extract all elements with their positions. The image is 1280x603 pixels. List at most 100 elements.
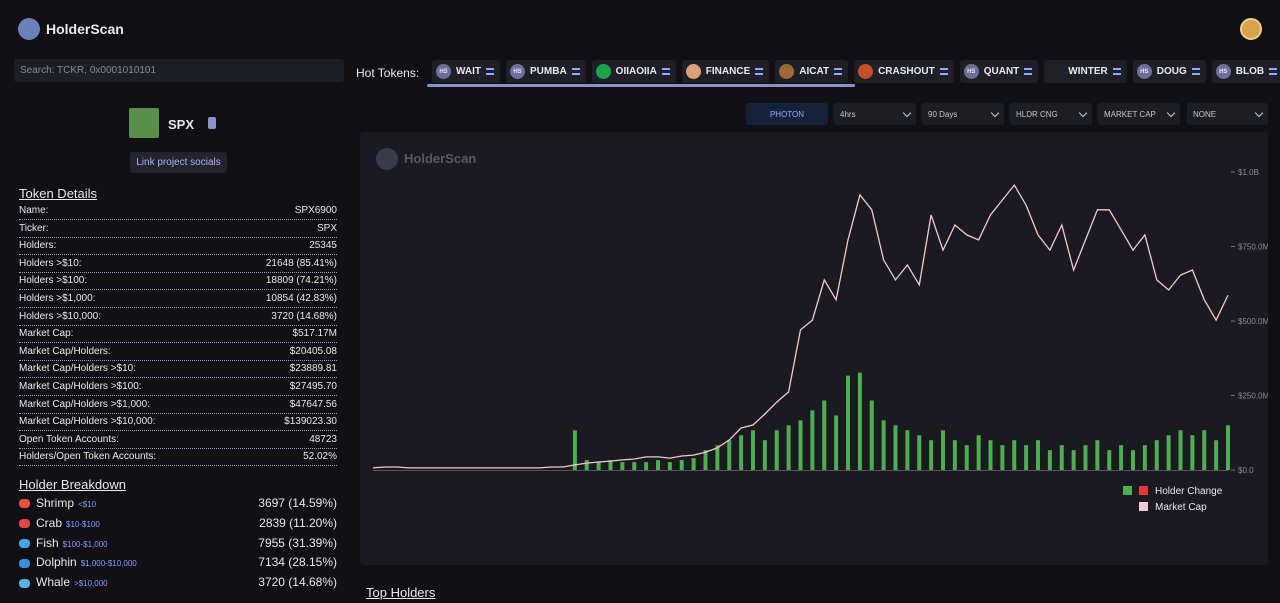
bar	[893, 425, 898, 470]
dropdown[interactable]: HLDR CNG	[1010, 103, 1092, 125]
dropdown[interactable]: 90 Days	[922, 103, 1004, 125]
bar	[608, 460, 613, 470]
bar	[869, 400, 874, 470]
detail-value: $47647.56	[289, 398, 337, 410]
token-icon	[1048, 64, 1064, 79]
detail-label: Holders/Open Token Accounts:	[19, 451, 157, 463]
bar	[929, 440, 934, 470]
chart-panel: HolderScan $0.0 $250.0M $500.0M $750.0M $1.0…	[360, 132, 1269, 565]
token-badge: HS	[510, 64, 525, 79]
bar	[905, 430, 910, 470]
bar	[644, 462, 649, 470]
token-pill[interactable]: HS PUMBA	[506, 60, 586, 83]
token-name: AICAT	[799, 66, 830, 77]
avatar[interactable]	[1240, 18, 1262, 40]
bar	[1190, 435, 1195, 470]
scrollbar[interactable]	[427, 84, 855, 87]
bar	[1012, 440, 1017, 470]
detail-label: Market Cap/Holders:	[19, 345, 111, 357]
token-badge: HS	[963, 64, 979, 79]
photon-button[interactable]: PHOTON	[746, 103, 828, 125]
detail-row: Ticker: SPX	[19, 223, 337, 238]
y-tick-label: $1.0B	[1238, 168, 1259, 177]
bar	[679, 460, 684, 470]
breakdown-value: 2839 (11.20%)	[259, 515, 337, 530]
token-pill[interactable]: HS BLOB	[1211, 60, 1280, 83]
breakdown-name-group: Whale >$10,000	[19, 575, 108, 589]
detail-row: Market Cap/Holders: $20405.08	[19, 346, 337, 361]
link-socials-button[interactable]: Link project socials	[130, 152, 227, 173]
detail-value: 18809 (74.21%)	[265, 275, 337, 287]
detail-row: Market Cap/Holders >$100: $27495.70	[19, 381, 337, 396]
bar	[1131, 450, 1135, 470]
dropdown[interactable]: 4hrs	[834, 103, 916, 125]
detail-value: $517.17M	[292, 328, 337, 340]
breakdown-name-group: Shrimp <$10	[19, 496, 96, 510]
token-pill[interactable]: OIIAOIIA	[591, 60, 676, 83]
bar	[822, 400, 827, 470]
bar	[1178, 430, 1183, 470]
token-icon	[595, 64, 611, 79]
bar	[572, 430, 577, 470]
menu-icon	[834, 68, 843, 75]
menu-icon	[661, 68, 670, 75]
bar	[964, 445, 969, 470]
token-pill[interactable]: FINANCE	[681, 60, 770, 83]
bar	[798, 420, 803, 470]
detail-value: 48723	[309, 433, 337, 445]
breakdown-row: Whale >$10,000 3720 (14.68%)	[19, 575, 337, 589]
breakdown-name-group: Fish $100-$1,000	[19, 536, 108, 550]
detail-label: Market Cap/Holders >$1,000:	[19, 398, 150, 410]
logo-text: HolderScan	[46, 21, 124, 37]
logo-icon	[18, 18, 40, 40]
bar	[917, 435, 922, 470]
breakdown-row: Shrimp <$10 3697 (14.59%)	[19, 496, 337, 510]
token-pill[interactable]: CRASHOUT	[854, 60, 954, 83]
token-pill[interactable]: HS WAIT	[432, 60, 500, 83]
detail-value: 52.02%	[303, 451, 337, 463]
menu-icon	[755, 68, 764, 75]
token-pill[interactable]: AICAT	[775, 60, 849, 83]
bar	[1083, 445, 1088, 470]
token-pill[interactable]: HS DOUG	[1132, 60, 1206, 83]
detail-value: $23889.81	[289, 363, 337, 375]
section-title: Token Details	[19, 186, 98, 201]
dropdown[interactable]: NONE	[1187, 103, 1268, 125]
breakdown-range: $100-$1,000	[62, 539, 108, 549]
breakdown-name: Fish	[36, 535, 59, 550]
bar	[1166, 435, 1171, 470]
chart: HolderScan $0.0 $250.0M $500.0M $750.0M $1.0…	[372, 148, 1269, 513]
legend-swatch	[1139, 486, 1148, 495]
breakdown-range: $10-$100	[66, 519, 100, 529]
search-input[interactable]: Search: TCKR, 0x0001010101	[14, 59, 344, 82]
breakdown-value: 7955 (31.39%)	[258, 535, 337, 550]
detail-value: 10854 (42.83%)	[265, 293, 337, 304]
bar	[751, 430, 755, 470]
bar	[1047, 450, 1052, 470]
dropdown[interactable]: MARKET CAP	[1098, 103, 1180, 125]
legend-label: Market Cap	[1155, 502, 1207, 513]
logo[interactable]: HolderScan	[18, 18, 124, 40]
breakdown-name: Whale	[36, 575, 71, 590]
bar	[703, 450, 708, 470]
token-pill[interactable]: WINTER	[1044, 60, 1127, 83]
copy-button[interactable]	[208, 117, 216, 129]
detail-label: Holders >$10:	[19, 257, 82, 269]
section-title: Top Holders	[366, 585, 436, 600]
token-icon	[685, 64, 701, 79]
breakdown-value: 3697 (14.59%)	[258, 496, 337, 510]
bar	[881, 420, 886, 470]
detail-label: Market Cap/Holders >$10:	[19, 363, 137, 375]
token-badge: HS	[436, 64, 451, 79]
token-icon	[858, 64, 874, 79]
section-title: Holder Breakdown	[19, 477, 126, 492]
token-pill[interactable]: HS QUANT	[959, 60, 1039, 83]
detail-row: Market Cap/Holders >$10: $23889.81	[19, 363, 337, 379]
bar	[667, 462, 672, 470]
bar	[941, 430, 945, 470]
breakdown-range: $1,000-$10,000	[80, 559, 137, 569]
detail-label: Market Cap/Holders >$10,000:	[19, 416, 156, 428]
bar	[774, 430, 779, 470]
y-tick-label: $0.0	[1238, 466, 1254, 475]
menu-icon	[1191, 68, 1200, 75]
